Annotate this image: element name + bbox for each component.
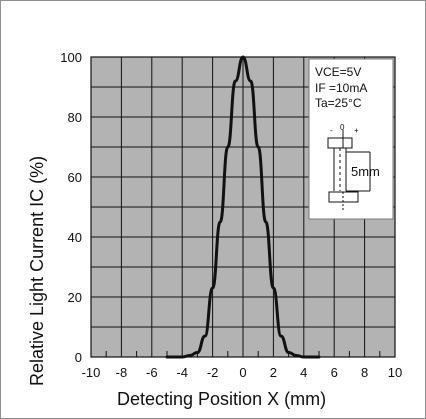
y-tick-label: 20 bbox=[68, 290, 82, 305]
sensor-diagram: - 0 + 5mm bbox=[327, 123, 380, 212]
x-tick-label: -10 bbox=[82, 365, 101, 380]
distance-label: 5mm bbox=[351, 164, 380, 179]
y-tick-label: 100 bbox=[60, 50, 82, 65]
x-tick-label: 2 bbox=[270, 365, 277, 380]
x-tick-label: -2 bbox=[207, 365, 219, 380]
sensor-minus-sign: - bbox=[330, 126, 333, 135]
relative-light-current-curve bbox=[165, 55, 321, 359]
y-tick-label: 40 bbox=[68, 230, 82, 245]
x-axis-label: Detecting Position X (mm) bbox=[117, 389, 326, 409]
x-tick-label: -4 bbox=[176, 365, 188, 380]
y-tick-label: 60 bbox=[68, 170, 82, 185]
y-tick-label: 0 bbox=[75, 350, 82, 365]
x-tick-label: 10 bbox=[388, 365, 402, 380]
x-tick-label: -6 bbox=[146, 365, 158, 380]
y-axis-label: Relative Light Current IC (%) bbox=[27, 156, 47, 386]
x-tick-label: -8 bbox=[116, 365, 128, 380]
sensor-zero-label: 0 bbox=[340, 123, 345, 132]
x-tick-label: 8 bbox=[361, 365, 368, 380]
y-tick-label: 80 bbox=[68, 110, 82, 125]
x-tick-label: 6 bbox=[331, 365, 338, 380]
x-tick-label: 0 bbox=[239, 365, 246, 380]
x-tick-label: 4 bbox=[300, 365, 307, 380]
condition-vce: VCE=5V bbox=[315, 65, 361, 79]
condition-ta: Ta=25°C bbox=[315, 96, 362, 110]
condition-legend: VCE=5V IF =10mA Ta=25°C - 0 + 5mm bbox=[308, 58, 394, 220]
sensor-top-block bbox=[327, 137, 353, 149]
condition-if: IF =10mA bbox=[315, 81, 367, 95]
sensor-plus-sign: + bbox=[354, 126, 359, 135]
